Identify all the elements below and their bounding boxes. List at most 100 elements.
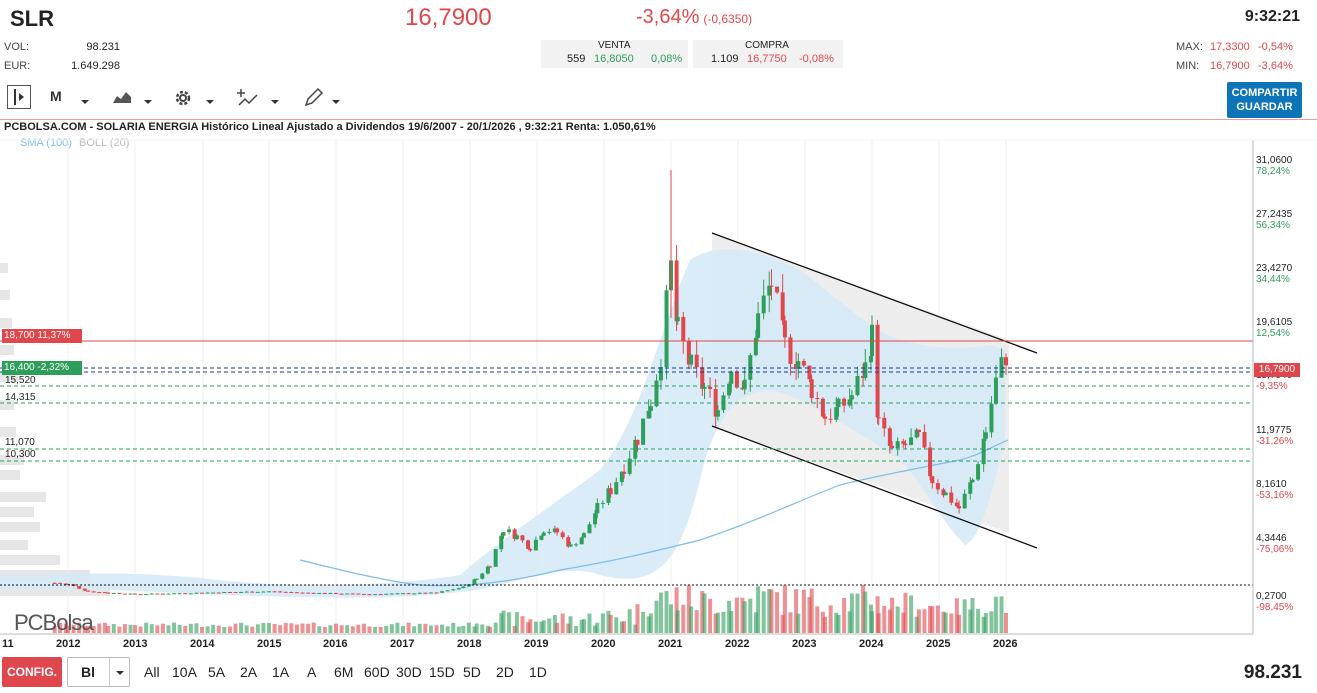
range-2a-button[interactable]: 2A [240,664,258,680]
volume-bar [882,605,887,633]
volume-profile-bar [0,400,14,410]
volume-bar [334,623,338,633]
volume-bar [675,610,680,633]
volume-bar [122,624,127,633]
volume-bar [796,613,801,633]
volume-bar [855,593,860,633]
candle-body [183,593,188,595]
candle-body [796,361,801,369]
volume-bar [541,620,546,633]
venta-label: VENTA [598,40,631,51]
volume-bar [102,622,107,633]
config-button[interactable]: CONFIG. [2,657,62,687]
candle-body [914,429,919,438]
settings-chevron-down-icon[interactable] [205,93,215,111]
range-10a-button[interactable]: 10A [172,664,197,680]
candle-body [700,367,705,389]
volume-bar [681,604,686,633]
candle-body [222,592,227,594]
volume-bar [954,598,959,633]
range-2d-button[interactable]: 2D [496,664,514,680]
range-1a-button[interactable]: 1A [272,664,290,680]
compra-qty: 1.109 [711,53,739,65]
chart-type-chevron-down-icon[interactable] [143,93,153,111]
x-tick: 11 [2,638,14,650]
candle-body [472,579,477,585]
draw-tool-button[interactable] [302,87,324,114]
volume-profile-bar [0,522,40,532]
candle-body [317,592,322,594]
chart-type-button[interactable] [112,88,132,109]
range-30d-button[interactable]: 30D [396,664,422,680]
volume-bar [485,625,490,633]
draw-tool-chevron-down-icon[interactable] [331,93,341,111]
candle-body [244,591,249,593]
volume-bar [734,597,739,633]
settings-button[interactable] [172,87,194,114]
candle-body [412,593,417,595]
range-5d-button[interactable]: 5D [463,664,481,680]
chart-mode-select[interactable]: Bl [67,657,130,687]
candle-body [300,592,305,594]
range-5a-button[interactable]: 5A [208,664,226,680]
period-selector[interactable]: M [50,88,62,104]
sidebar-toggle-button[interactable] [7,85,31,109]
candle-body [434,592,439,594]
candles [52,169,1008,596]
range-6m-button[interactable]: 6M [334,664,354,680]
volume-bar [922,609,927,633]
volume-profile-bar [0,263,8,273]
volume-bar [401,626,405,633]
volume-bar [373,626,378,633]
y-tick: 0,2700 -98,45% [1256,591,1293,613]
x-tick: 2013 [123,638,148,650]
volume-bar [507,612,512,633]
candle-body [322,592,327,594]
candle-body [539,535,544,540]
candle-body [903,443,908,445]
volume-profile [0,263,110,596]
volume-bar [834,612,839,633]
candle-body [533,539,538,551]
volume-bar [708,598,713,633]
candle-body [552,528,557,533]
candle-body [97,592,102,594]
range-15d-button[interactable]: 15D [429,664,455,680]
candle-body [211,592,216,594]
volume-bar [669,604,673,633]
indicators-chevron-down-icon[interactable] [270,93,280,111]
y-tick-pct: -31,26% [1256,436,1294,447]
candle-body [708,386,713,390]
candle-body [278,591,283,593]
candle-body [417,592,422,594]
volume-bar [216,625,221,633]
share-save-button[interactable]: COMPARTIR GUARDAR [1227,82,1302,118]
volume-bar [1004,612,1008,633]
y-tick-pct: -98,45% [1256,602,1294,613]
candle-body [836,398,841,408]
indicators-button[interactable] [237,87,259,114]
range-all-button[interactable]: All [144,664,160,680]
volume-bar [981,616,986,633]
last-price: 16,7900 [405,4,492,31]
candle-body [423,592,428,594]
max-label: MAX: [1176,41,1203,53]
candle-body [428,592,433,594]
candle-body [890,445,895,449]
candle-body [619,471,624,483]
candle-body [715,410,720,417]
range-60d-button[interactable]: 60D [364,664,390,680]
y-tick: 31,0600 78,24% [1256,155,1292,177]
candle-body [748,355,753,380]
volume-bar [742,601,747,633]
period-chevron-down-icon[interactable] [80,93,90,111]
range-1d-button[interactable]: 1D [529,664,547,680]
compra-label: COMPRA [745,40,789,51]
volume-bar [205,626,210,633]
volume-bar [461,625,466,633]
vol-label: VOL: [4,41,30,53]
range-a-button[interactable]: A [307,664,317,680]
candle-body [935,483,940,490]
candle-body [512,529,517,539]
